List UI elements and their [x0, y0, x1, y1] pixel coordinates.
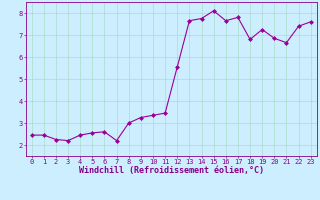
X-axis label: Windchill (Refroidissement éolien,°C): Windchill (Refroidissement éolien,°C)	[79, 166, 264, 175]
